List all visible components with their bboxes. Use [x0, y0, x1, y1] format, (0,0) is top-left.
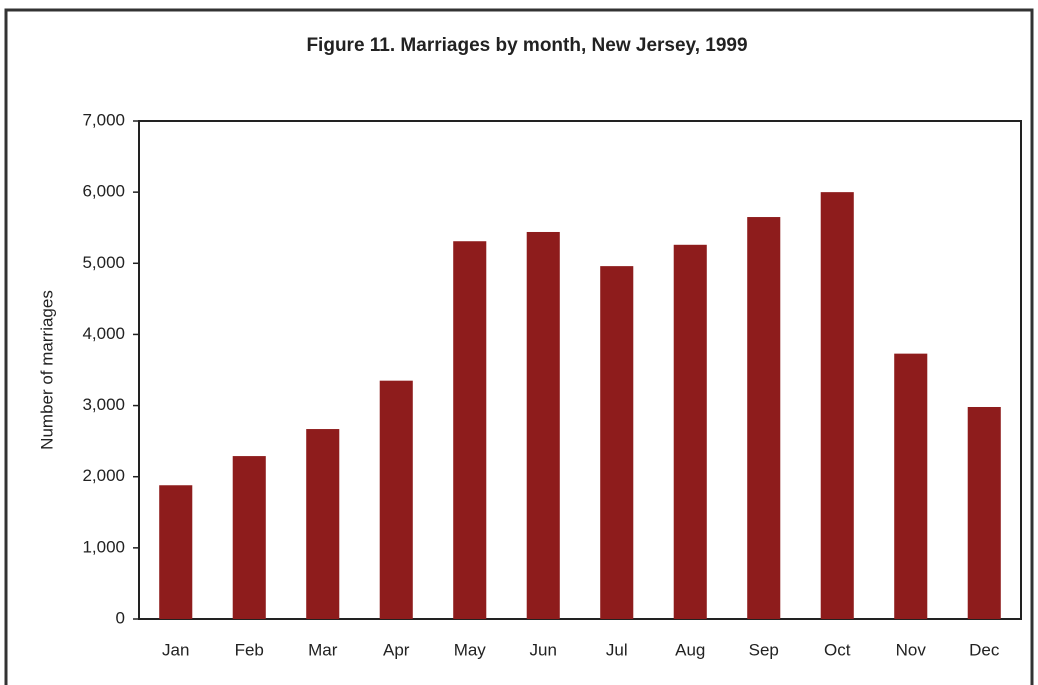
plot-area — [138, 120, 1022, 620]
bar — [820, 192, 854, 619]
y-tick-label: 5,000 — [82, 253, 125, 272]
x-tick-label: Oct — [824, 640, 851, 659]
x-tick-label: May — [454, 640, 487, 659]
y-tick-label: 0 — [116, 608, 125, 627]
bar — [967, 406, 1001, 619]
y-axis-label: Number of marriages — [37, 290, 56, 450]
bar — [747, 217, 781, 620]
y-tick-label: 3,000 — [82, 395, 125, 414]
x-tick-label: Jul — [606, 640, 628, 659]
x-tick-label: Nov — [896, 640, 927, 659]
bar — [232, 456, 266, 619]
bar — [159, 485, 193, 619]
x-tick-label: Feb — [235, 640, 264, 659]
bar — [894, 353, 928, 619]
x-tick-label: Aug — [675, 640, 705, 659]
x-tick-label: Sep — [749, 640, 779, 659]
y-tick-label: 2,000 — [82, 466, 125, 485]
bar — [526, 231, 560, 620]
x-tick-label: Dec — [969, 640, 1000, 659]
y-tick-label: 4,000 — [82, 324, 125, 343]
y-tick-label: 7,000 — [82, 110, 125, 129]
chart-title: Figure 11. Marriages by month, New Jerse… — [306, 35, 747, 56]
x-tick-label: Mar — [308, 640, 338, 659]
bar — [453, 241, 487, 619]
y-tick-label: 6,000 — [82, 182, 125, 201]
bar — [673, 244, 707, 619]
y-tick-label: 1,000 — [82, 537, 125, 556]
bar — [379, 380, 413, 619]
x-tick-label: Jan — [162, 640, 189, 659]
bar — [306, 429, 340, 619]
x-tick-label: Apr — [383, 640, 410, 659]
x-tick-label: Jun — [530, 640, 557, 659]
bar — [600, 266, 634, 619]
